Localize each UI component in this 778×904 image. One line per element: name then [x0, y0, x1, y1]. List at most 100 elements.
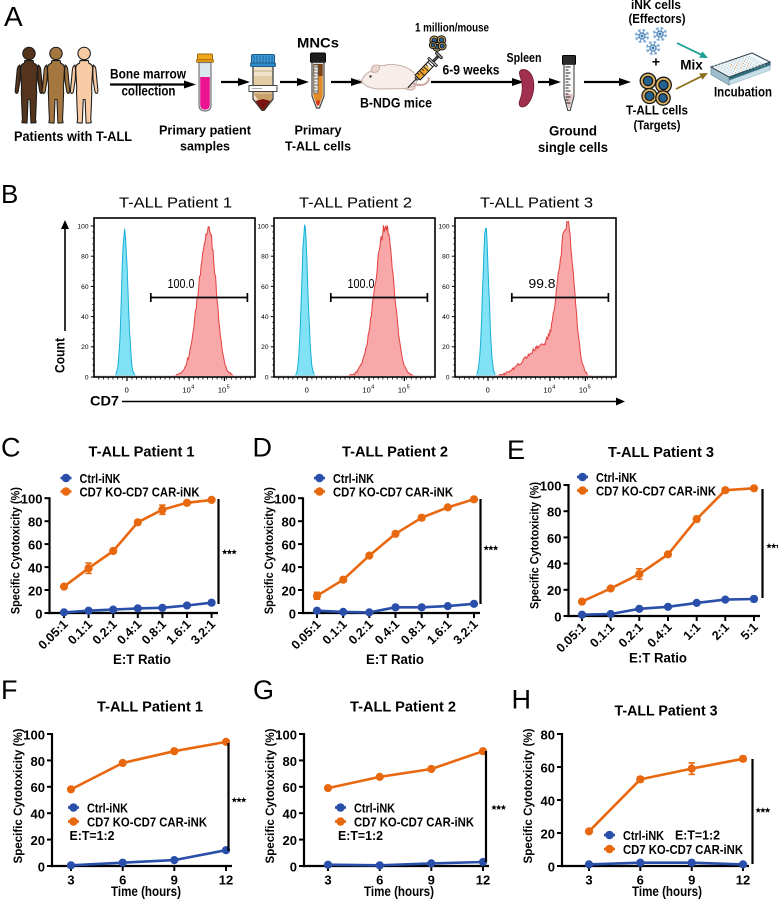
svg-text:0: 0 [486, 386, 490, 395]
svg-text:E:T=1:2: E:T=1:2 [70, 828, 115, 843]
svg-text:100: 100 [540, 478, 562, 493]
svg-text:10: 10 [579, 386, 587, 395]
svg-text:5: 5 [407, 385, 410, 391]
svg-text:10: 10 [218, 386, 226, 395]
svg-text:T-ALL Patient 1: T-ALL Patient 1 [97, 699, 203, 716]
svg-text:E:T Ratio: E:T Ratio [366, 652, 424, 667]
svg-text:(Targets): (Targets) [634, 118, 681, 133]
svg-text:CD7 KO-CD7 CAR-iNK: CD7 KO-CD7 CAR-iNK [80, 486, 200, 500]
svg-text:Specific Cytotoxicity (%): Specific Cytotoxicity (%) [9, 487, 23, 614]
svg-text:CD7 KO-CD7 CAR-iNK: CD7 KO-CD7 CAR-iNK [333, 486, 453, 500]
svg-text:F: F [1, 675, 18, 705]
svg-text:Specific Cytotoxicity (%): Specific Cytotoxicity (%) [528, 482, 542, 609]
svg-text:100: 100 [274, 492, 296, 507]
svg-text:80: 80 [28, 515, 42, 530]
svg-text:20: 20 [442, 344, 450, 351]
svg-text:100: 100 [438, 223, 449, 230]
svg-text:60: 60 [547, 531, 561, 546]
svg-text:E: E [507, 435, 525, 465]
svg-text:T-ALL Patient 3: T-ALL Patient 3 [480, 195, 593, 212]
svg-text:10: 10 [362, 386, 370, 395]
svg-text:5: 5 [588, 385, 591, 391]
svg-text:20: 20 [547, 583, 561, 598]
svg-text:B: B [1, 179, 18, 209]
svg-text:40: 40 [81, 314, 89, 321]
svg-text:Time (hours): Time (hours) [111, 884, 181, 899]
svg-text:3: 3 [324, 873, 331, 888]
svg-text:Count: Count [53, 338, 68, 373]
svg-text:Specific Cytotoxicity (%): Specific Cytotoxicity (%) [521, 729, 535, 864]
svg-text:20: 20 [81, 344, 89, 351]
svg-text:E:T=1:2: E:T=1:2 [675, 827, 720, 842]
svg-text:0: 0 [554, 609, 561, 624]
svg-text:Bone marrow: Bone marrow [110, 67, 186, 82]
svg-text:40: 40 [541, 793, 555, 808]
svg-text:0: 0 [85, 374, 89, 381]
svg-text:3: 3 [585, 873, 592, 888]
svg-text:4: 4 [552, 385, 555, 391]
svg-text:10: 10 [543, 386, 551, 395]
svg-text:T-ALL Patient 2: T-ALL Patient 2 [342, 444, 448, 461]
svg-text:E:T Ratio: E:T Ratio [629, 651, 687, 666]
svg-text:0: 0 [446, 374, 450, 381]
svg-text:80: 80 [261, 254, 269, 261]
svg-text:Incubation: Incubation [714, 85, 772, 100]
svg-text:4: 4 [371, 385, 374, 391]
svg-text:6-9 weeks: 6-9 weeks [443, 63, 500, 78]
svg-text:T-ALL Patient 3: T-ALL Patient 3 [608, 444, 714, 461]
svg-text:Ctrl-iNK: Ctrl-iNK [333, 472, 374, 486]
svg-text:40: 40 [442, 314, 450, 321]
svg-text:100.0: 100.0 [168, 277, 195, 291]
svg-text:collection: collection [122, 84, 176, 99]
svg-text:60: 60 [282, 538, 296, 553]
svg-text:D: D [253, 433, 273, 463]
svg-text:60: 60 [541, 760, 555, 775]
svg-text:CD7 KO-CD7 CAR-iNK: CD7 KO-CD7 CAR-iNK [623, 843, 743, 857]
svg-text:single cells: single cells [538, 139, 608, 155]
svg-text:60: 60 [261, 284, 269, 291]
svg-text:0: 0 [305, 386, 309, 395]
svg-text:40: 40 [283, 807, 297, 822]
svg-text:Specific Cytotoxicity (%): Specific Cytotoxicity (%) [11, 729, 25, 864]
svg-text:Ctrl-iNK: Ctrl-iNK [596, 471, 637, 485]
svg-text:Patients with T-ALL: Patients with T-ALL [14, 129, 132, 144]
svg-text:Mix: Mix [680, 58, 703, 73]
svg-text:20: 20 [261, 344, 269, 351]
svg-text:T-ALL Patient 3: T-ALL Patient 3 [615, 703, 718, 720]
svg-text:60: 60 [81, 284, 89, 291]
svg-text:T-ALL Patient 1: T-ALL Patient 1 [89, 444, 195, 461]
svg-text:60: 60 [442, 284, 450, 291]
svg-text:60: 60 [28, 538, 42, 553]
svg-text:80: 80 [547, 505, 561, 520]
svg-text:Specific Cytotoxicity (%): Specific Cytotoxicity (%) [263, 729, 277, 864]
svg-text:10: 10 [182, 386, 190, 395]
svg-text:0: 0 [290, 859, 297, 874]
svg-text:80: 80 [442, 254, 450, 261]
svg-text:80: 80 [81, 254, 89, 261]
svg-text:40: 40 [31, 807, 45, 822]
svg-text:0: 0 [38, 859, 45, 874]
svg-text:100: 100 [77, 223, 88, 230]
svg-text:80: 80 [31, 754, 45, 769]
svg-text:20: 20 [282, 583, 296, 598]
svg-text:1 million/mouse: 1 million/mouse [415, 21, 489, 35]
svg-text:20: 20 [283, 833, 297, 848]
svg-text:E:T=1:2: E:T=1:2 [338, 828, 383, 843]
svg-text:80: 80 [282, 515, 296, 530]
svg-text:T-ALL cells: T-ALL cells [285, 139, 351, 154]
svg-text:+: + [652, 54, 660, 70]
svg-text:T-ALL Patient 2: T-ALL Patient 2 [299, 195, 412, 212]
svg-text:20: 20 [28, 583, 42, 598]
svg-text:samples: samples [180, 139, 230, 154]
svg-text:20: 20 [541, 826, 555, 841]
svg-text:5: 5 [227, 385, 230, 391]
svg-text:100: 100 [275, 727, 297, 742]
svg-text:100.0: 100.0 [348, 277, 375, 291]
svg-text:Ctrl-iNK: Ctrl-iNK [80, 472, 121, 486]
svg-text:Ground: Ground [549, 123, 597, 139]
svg-text:T-ALL Patient 2: T-ALL Patient 2 [350, 699, 456, 716]
svg-text:100: 100 [23, 727, 45, 742]
svg-text:(Effectors): (Effectors) [629, 11, 686, 26]
svg-text:A: A [4, 1, 23, 32]
svg-text:100: 100 [21, 492, 43, 507]
